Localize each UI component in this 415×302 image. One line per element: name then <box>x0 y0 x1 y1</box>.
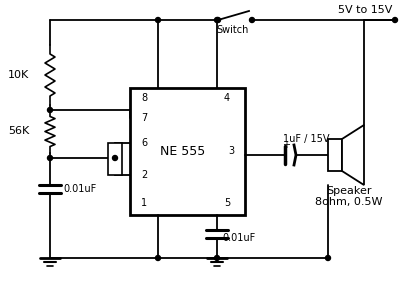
Polygon shape <box>342 125 364 185</box>
Circle shape <box>156 255 161 261</box>
Circle shape <box>215 255 220 261</box>
Text: 2: 2 <box>141 170 147 180</box>
Circle shape <box>47 108 53 113</box>
Bar <box>130 88 245 215</box>
Text: 0.01uF: 0.01uF <box>63 184 96 194</box>
Text: NE 555: NE 555 <box>160 145 205 158</box>
Bar <box>328 139 342 171</box>
Text: 6: 6 <box>141 138 147 148</box>
Text: 8ohm, 0.5W: 8ohm, 0.5W <box>315 197 383 207</box>
Text: +: + <box>282 140 290 150</box>
Text: 8: 8 <box>141 93 147 103</box>
Circle shape <box>112 156 117 160</box>
Text: 10K: 10K <box>8 70 29 80</box>
Text: 56K: 56K <box>8 127 29 137</box>
Circle shape <box>393 18 398 23</box>
Circle shape <box>215 18 220 23</box>
Text: 4: 4 <box>224 93 230 103</box>
Text: 1uF / 15V: 1uF / 15V <box>283 134 330 144</box>
Circle shape <box>249 18 254 23</box>
Text: 7: 7 <box>141 113 147 123</box>
Text: 3: 3 <box>228 146 234 156</box>
Circle shape <box>47 156 53 160</box>
Text: Switch: Switch <box>217 25 249 35</box>
Circle shape <box>215 18 220 23</box>
Text: 0.01uF: 0.01uF <box>222 233 255 243</box>
Text: 5V to 15V: 5V to 15V <box>338 5 392 15</box>
Text: Speaker: Speaker <box>326 186 372 196</box>
Text: 5: 5 <box>224 198 230 208</box>
Circle shape <box>325 255 330 261</box>
Circle shape <box>156 18 161 23</box>
Bar <box>108 143 122 175</box>
Text: 1: 1 <box>141 198 147 208</box>
